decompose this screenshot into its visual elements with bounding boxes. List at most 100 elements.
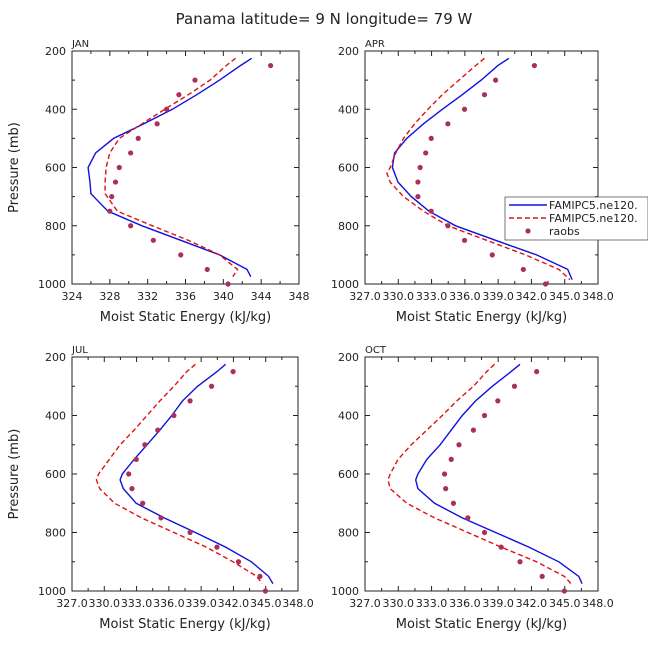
raobs-point	[415, 179, 421, 185]
raobs-point	[116, 164, 122, 171]
y-tick-label: 600	[45, 468, 66, 481]
raobs-point	[445, 121, 451, 127]
legend-entry: FAMIPC5.ne120.	[509, 212, 638, 225]
y-tick-label: 800	[45, 527, 66, 540]
model-solid-line	[119, 363, 274, 585]
x-tick-label: 327.0	[349, 290, 381, 303]
raobs-point	[208, 383, 215, 389]
y-tick-label: 600	[45, 162, 66, 175]
x-tick-label: 339.0	[482, 290, 514, 303]
raobs-point	[481, 529, 488, 536]
raobs-point	[561, 588, 567, 594]
raobs-point	[204, 266, 210, 273]
panel-jul: JUL 327.0 330.0 333.0 336.0 339.0 342.0 345.0 34…	[7, 345, 314, 632]
y-tick-label: 600	[338, 162, 359, 175]
y-tick-label: 400	[338, 410, 359, 423]
raobs-point	[450, 500, 457, 506]
y-tick-label: 200	[338, 45, 359, 58]
y-tick-label: 200	[45, 45, 66, 58]
raobs-point	[428, 135, 434, 141]
raobs-point	[448, 456, 454, 462]
raobs-point	[461, 237, 468, 243]
raobs-point	[107, 208, 113, 214]
x-tick-label: 327.0	[56, 597, 88, 610]
raobs-point	[498, 544, 504, 550]
legend-label: raobs	[549, 225, 580, 238]
raobs-point	[465, 515, 471, 521]
y-axis-label: Pressure (mb)	[7, 122, 22, 213]
x-tick-label: 336.0	[449, 290, 481, 303]
plot-frame	[71, 50, 300, 285]
raobs-point	[187, 398, 193, 404]
x-tick-label: 330.0	[383, 290, 415, 303]
x-tick-label: 332	[137, 290, 158, 303]
raobs-point	[520, 266, 526, 273]
x-tick-label: 330.0	[383, 597, 415, 610]
y-tick-label: 1000	[331, 585, 359, 598]
panel-label: OCT	[365, 345, 387, 356]
y-tick-label: 1000	[331, 278, 359, 291]
raobs-point	[135, 135, 141, 141]
raobs-point	[154, 121, 160, 127]
y-tick-label: 400	[45, 410, 66, 423]
x-tick-label: 348.0	[582, 597, 614, 610]
legend-label: FAMIPC5.ne120.	[549, 212, 638, 225]
x-axis-label: Moist Static Energy (kJ/kg)	[396, 617, 567, 632]
raobs-point	[461, 106, 468, 112]
y-tick-label: 800	[338, 220, 359, 233]
model-dashed-line	[386, 57, 571, 281]
y-tick-label: 800	[45, 220, 66, 233]
panel-jan: JAN 324 328 332 336 340 344 348 200 400 600 800 1000…	[7, 39, 310, 325]
model-solid-line	[391, 57, 573, 280]
raobs-point	[171, 412, 177, 419]
y-tick-label: 800	[338, 527, 359, 540]
y-tick-label: 1000	[38, 585, 66, 598]
raobs-point	[415, 194, 421, 200]
x-tick-label: 339.0	[482, 597, 514, 610]
x-tick-label: 336.0	[449, 597, 481, 610]
legend-entry: FAMIPC5.ne120.	[509, 199, 638, 212]
x-tick-label: 328	[99, 290, 120, 303]
legend-label: FAMIPC5.ne120.	[549, 199, 638, 212]
raobs-point	[441, 471, 448, 477]
model-dashed-line	[387, 363, 572, 585]
panel-oct: OCT 327.0 330.0 333.0 336.0 339.0 342.0 345.0 34…	[331, 345, 614, 632]
raobs-point	[129, 486, 135, 492]
y-axis-label: Pressure (mb)	[7, 429, 22, 520]
model-dashed-line	[104, 57, 239, 278]
raobs-point	[428, 208, 434, 214]
y-tick-label: 400	[45, 103, 66, 116]
raobs-point	[489, 252, 495, 258]
raobs-point	[511, 383, 518, 389]
x-tick-label: 345.0	[250, 597, 282, 610]
raobs-point	[158, 515, 164, 521]
raobs-point	[133, 456, 139, 462]
x-tick-label: 348.0	[282, 597, 314, 610]
y-tick-label: 200	[338, 351, 359, 364]
panel-apr: APR 327.0 330.0 333.0 336.0 339.0 342.0 345.0 34…	[331, 39, 614, 325]
raobs-point	[495, 398, 501, 404]
legend-marker	[525, 228, 531, 234]
raobs-point	[112, 179, 119, 185]
legend-entry: raobs	[525, 225, 580, 238]
x-tick-label: 342.0	[218, 597, 250, 610]
x-tick-label: 333.0	[416, 290, 448, 303]
x-tick-label: 330.0	[89, 597, 121, 610]
figure-title: Panama latitude= 9 N longitude= 79 W	[176, 10, 473, 28]
y-tick-label: 600	[338, 468, 359, 481]
raobs-point	[192, 77, 198, 83]
x-tick-label: 333.0	[121, 597, 153, 610]
raobs-point	[214, 544, 220, 550]
raobs-point	[262, 588, 268, 594]
raobs-point	[140, 500, 146, 506]
raobs-point	[230, 369, 236, 375]
panel-label: JUL	[71, 345, 88, 356]
y-tick-label: 1000	[38, 278, 66, 291]
y-tick-label: 400	[338, 103, 359, 116]
raobs-point	[142, 442, 148, 448]
plot-frame	[364, 50, 599, 285]
raobs-point	[423, 150, 429, 156]
raobs-point	[225, 281, 231, 287]
raobs-point	[539, 573, 545, 579]
